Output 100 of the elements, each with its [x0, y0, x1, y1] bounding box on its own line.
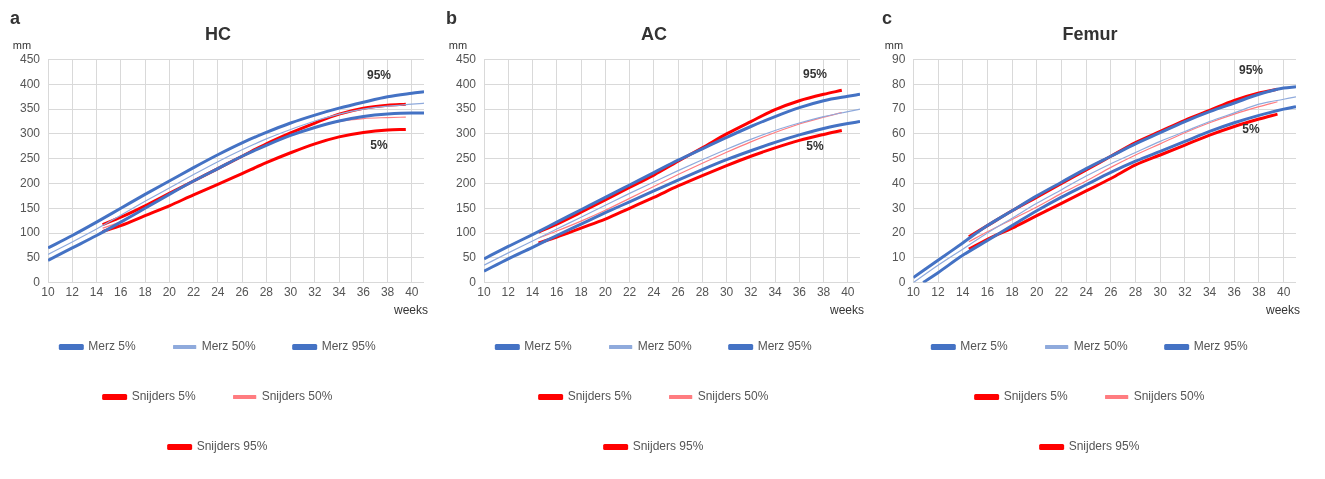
y-tick-label: 150: [19, 200, 41, 215]
chart-title: HC: [205, 23, 231, 44]
x-tick-label: 34: [1202, 285, 1217, 300]
y-tick-label: 100: [19, 225, 41, 240]
legend-label: Merz 50%: [201, 339, 256, 354]
y-tick-label: 150: [455, 200, 477, 215]
y-tick-label: 0: [898, 274, 906, 289]
x-tick-label: 12: [65, 285, 80, 300]
x-tick-label: 10: [906, 285, 921, 300]
x-tick-label: 20: [1030, 285, 1044, 300]
text: c: [882, 7, 893, 28]
x-tick-label: 18: [138, 285, 153, 300]
y-tick-label: 80: [891, 76, 906, 91]
x-tick-label: 16: [980, 285, 995, 300]
legend-label: Merz 5%: [524, 339, 572, 354]
x-tick-label: 30: [719, 285, 734, 300]
x-tick-label: 40: [405, 285, 419, 300]
x-tick-label: 16: [550, 285, 564, 300]
y-tick-label: 450: [455, 51, 477, 66]
chart-title: AC: [641, 23, 667, 44]
x-tick-label: 34: [768, 285, 783, 300]
y-tick-label: 50: [462, 250, 477, 265]
x-tick-label: 14: [525, 285, 540, 300]
legend-label: Snijders 95%: [1068, 439, 1140, 454]
legend-label: Snijders 5%: [131, 389, 196, 404]
legend-label: Merz 95%: [321, 339, 377, 354]
legend-label: Snijders 50%: [697, 389, 769, 404]
x-tick-label: 10: [477, 285, 492, 300]
x-tick-label: 24: [647, 285, 661, 300]
y-tick-label: 200: [455, 175, 477, 190]
x-tick-label: 22: [1054, 285, 1069, 300]
annotation: 5%: [806, 138, 824, 153]
x-tick-label: 14: [89, 285, 104, 300]
x-tick-label: 40: [841, 285, 855, 300]
x-tick-label: 36: [792, 285, 807, 300]
y-tick-label: 250: [19, 151, 41, 166]
legend-label: Snijders 50%: [261, 389, 333, 404]
x-axis-title: weeks: [1264, 303, 1300, 318]
text: a: [10, 7, 21, 28]
x-tick-label: 26: [671, 285, 686, 300]
x-tick-label: 38: [816, 285, 831, 300]
x-tick-label: 12: [931, 285, 946, 300]
annotation: 95%: [802, 66, 828, 81]
x-tick-label: 24: [1079, 285, 1094, 300]
y-tick-label: 200: [19, 175, 41, 190]
y-tick-label: 10: [891, 250, 906, 265]
x-tick-label: 30: [283, 285, 298, 300]
x-tick-label: 30: [1153, 285, 1168, 300]
annotation: 5%: [1242, 122, 1260, 137]
x-tick-label: 34: [332, 285, 347, 300]
legend-label: Merz 50%: [1073, 339, 1128, 354]
x-tick-label: 18: [574, 285, 589, 300]
y-tick-label: 0: [33, 274, 41, 289]
x-tick-label: 24: [211, 285, 225, 300]
x-tick-label: 28: [259, 285, 274, 300]
y-axis-title: mm: [12, 39, 32, 52]
x-tick-label: 26: [235, 285, 250, 300]
legend-label: Snijders 5%: [567, 389, 632, 404]
x-axis-title: weeks: [392, 303, 428, 318]
legend-label: Merz 95%: [757, 339, 813, 354]
legend-label: Merz 5%: [960, 339, 1008, 354]
y-tick-label: 90: [891, 51, 906, 66]
x-tick-label: 20: [598, 285, 613, 300]
x-tick-label: 22: [186, 285, 201, 300]
x-tick-label: 12: [501, 285, 516, 300]
x-tick-label: 32: [1178, 285, 1192, 300]
annotation: 95%: [366, 68, 392, 83]
y-tick-label: 350: [19, 101, 41, 116]
y-tick-label: 60: [891, 126, 906, 141]
x-tick-label: 40: [1276, 285, 1291, 300]
y-tick-label: 0: [469, 274, 477, 289]
legend-label: Snijders 95%: [196, 439, 268, 454]
annotation: 95%: [1238, 63, 1264, 78]
x-tick-label: 28: [695, 285, 710, 300]
legend-label: Merz 5%: [88, 339, 136, 354]
x-tick-label: 20: [162, 285, 177, 300]
x-tick-label: 32: [308, 285, 322, 300]
x-tick-label: 32: [744, 285, 758, 300]
x-tick-label: 28: [1128, 285, 1143, 300]
x-tick-label: 18: [1005, 285, 1020, 300]
y-tick-label: 50: [26, 250, 41, 265]
x-tick-label: 26: [1104, 285, 1118, 300]
x-tick-label: 38: [380, 285, 395, 300]
y-tick-label: 50: [891, 151, 906, 166]
y-tick-label: 300: [455, 126, 477, 141]
x-tick-label: 22: [622, 285, 637, 300]
x-tick-label: 36: [356, 285, 371, 300]
legend-label: Snijders 5%: [1003, 389, 1068, 404]
y-tick-label: 40: [891, 175, 906, 190]
y-tick-label: 70: [891, 101, 906, 116]
y-axis-title: mm: [448, 39, 468, 52]
x-axis-title: weeks: [828, 303, 864, 318]
legend-label: Merz 50%: [637, 339, 692, 354]
x-tick-label: 14: [956, 285, 970, 300]
text: b: [446, 7, 457, 28]
y-tick-label: 450: [19, 51, 41, 66]
x-tick-label: 16: [114, 285, 128, 300]
x-tick-label: 38: [1252, 285, 1266, 300]
x-tick-label: 10: [41, 285, 56, 300]
y-axis-title: mm: [884, 39, 904, 52]
